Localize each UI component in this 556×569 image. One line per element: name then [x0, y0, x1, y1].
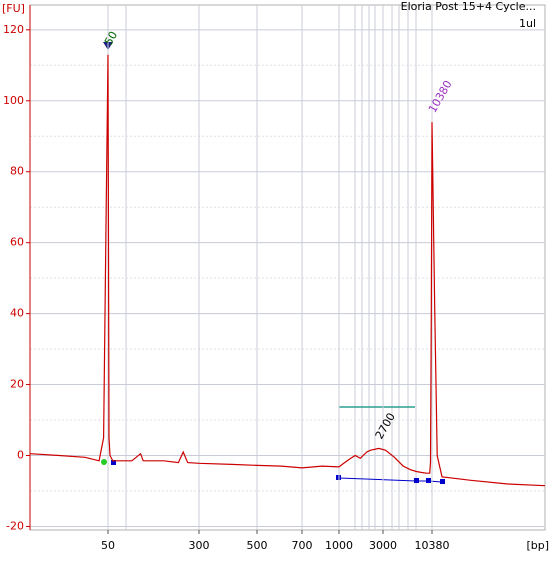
- ladder-lines: [125, 5, 417, 530]
- x-tick-label: 50: [101, 539, 115, 552]
- marker: [426, 478, 431, 483]
- peak-label: 50: [102, 29, 120, 48]
- marker: [414, 478, 419, 483]
- chart-title: Eloria Post 15+4 Cycle...: [401, 0, 536, 13]
- y-tick-label: 60: [10, 236, 24, 249]
- marker: [111, 460, 116, 465]
- plot-frame: [29, 4, 546, 531]
- y-tick-label: 40: [10, 307, 24, 320]
- x-tick-label: 700: [292, 539, 313, 552]
- x-tick-label: 3000: [369, 539, 397, 552]
- y-tick-label: 120: [3, 23, 24, 36]
- trace: [29, 54, 546, 487]
- y-tick-label: -20: [6, 519, 24, 532]
- chart-subtitle: 1ul: [519, 17, 536, 30]
- x-tick-label: 500: [247, 539, 268, 552]
- y-axis-label: [FU]: [2, 2, 25, 15]
- y-tick-label: 20: [10, 378, 24, 391]
- marker: [101, 459, 107, 465]
- y-tick-label: 80: [10, 165, 24, 178]
- marker: [440, 479, 445, 484]
- x-axis-label: [bp]: [526, 539, 549, 552]
- y-tick-label: 100: [3, 94, 24, 107]
- y-tick-label: 0: [17, 449, 24, 462]
- baseline: [338, 477, 443, 483]
- x-tick-label: 10380: [415, 539, 450, 552]
- x-tick-label: 300: [189, 539, 210, 552]
- x-tick-label: 1000: [325, 539, 353, 552]
